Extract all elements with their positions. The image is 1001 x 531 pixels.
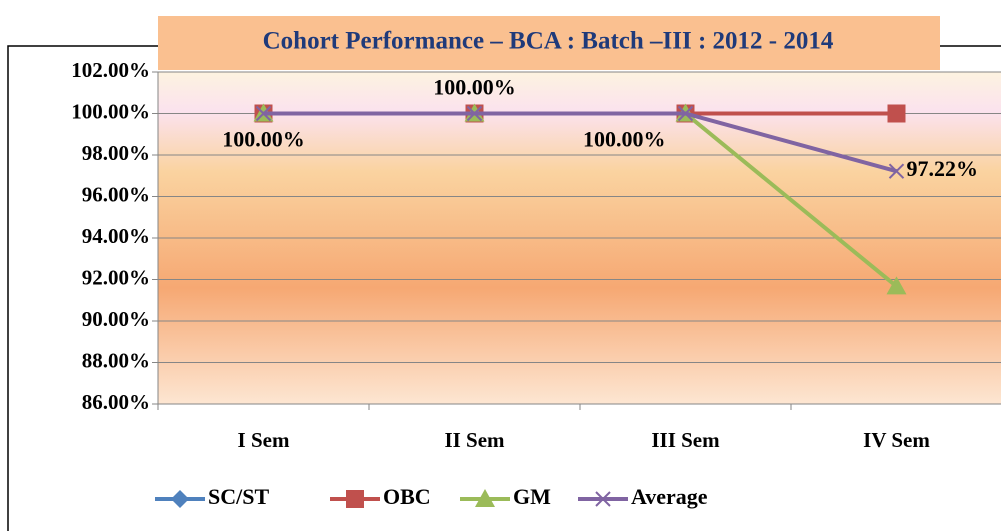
legend-marker [475,489,495,507]
y-tick-label: 102.00% [71,58,150,82]
legend-marker [595,491,611,507]
point-marker [887,104,906,123]
legend-label: GM [513,484,551,509]
x-tick-label: III Sem [651,428,720,452]
y-tick-label: 90.00% [82,307,150,331]
data-label: 100.00% [222,127,305,152]
x-tick-label: II Sem [444,428,505,452]
point-marker [255,105,272,122]
y-tick-label: 100.00% [71,99,150,123]
y-tick-label: 94.00% [82,224,150,248]
series-line [263,111,898,174]
x-tick-label: IV Sem [863,428,930,452]
legend-label: Average [631,484,708,509]
point-marker [466,105,483,122]
data-label: 97.22% [907,156,979,181]
point-marker [888,163,905,179]
y-tick-label: 96.00% [82,182,150,206]
title-box [158,16,940,70]
legend-marker [346,490,364,508]
y-tick-label: 98.00% [82,141,150,165]
legend-label: OBC [383,484,431,509]
data-label: 100.00% [583,127,666,152]
legend-marker [171,490,189,508]
y-tick-label: 92.00% [82,265,150,289]
point-marker [886,276,907,295]
chart-title: Cohort Performance – BCA : Batch –III : … [263,28,834,55]
y-tick-label: 86.00% [82,390,150,414]
legend-label: SC/ST [208,484,269,509]
x-tick-label: I Sem [238,428,290,452]
y-tick-label: 88.00% [82,348,150,372]
data-label: 100.00% [433,75,516,100]
point-marker [677,105,694,122]
